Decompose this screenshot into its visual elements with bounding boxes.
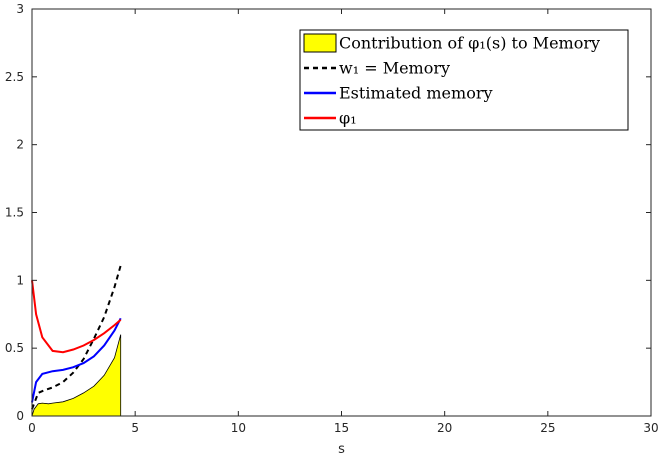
y-tick-label: 0 [16,409,24,423]
x-tick-label: 25 [540,421,555,435]
plot-area [31,265,122,417]
y-tick-label: 2.5 [5,70,24,84]
legend-swatch-area [303,33,337,53]
series-phi1-line [31,280,122,354]
x-tick-label: 20 [437,421,452,435]
axis-ticks: 0 5 10 15 20 25 30 0 0.5 1 1.5 2 2.5 3 [5,2,659,435]
legend-entry-label: w₁ = Memory [339,59,450,78]
y-tick-label: 3 [16,2,24,16]
x-axis-label: s [338,442,345,457]
x-tick-label: 5 [131,421,139,435]
x-tick-label: 15 [334,421,349,435]
x-tick-label: 10 [231,421,246,435]
series-estimated-memory-line [31,317,122,403]
legend: Contribution of φ₁(s) to Memory w₁ = Memo… [299,29,629,131]
x-tick-label: 0 [28,421,36,435]
y-tick-label: 1 [16,273,24,287]
series-area-contribution [31,334,122,417]
y-tick-label: 0.5 [5,341,24,355]
y-tick-label: 1.5 [5,206,24,220]
legend-box [299,29,629,131]
y-tick-label: 2 [16,138,24,152]
series-memory-dashed-line [31,265,122,410]
legend-entry-label: φ₁ [339,109,357,128]
legend-entry-label: Contribution of φ₁(s) to Memory [339,34,600,53]
legend-entry-label: Estimated memory [339,84,493,103]
x-tick-label: 30 [643,421,658,435]
